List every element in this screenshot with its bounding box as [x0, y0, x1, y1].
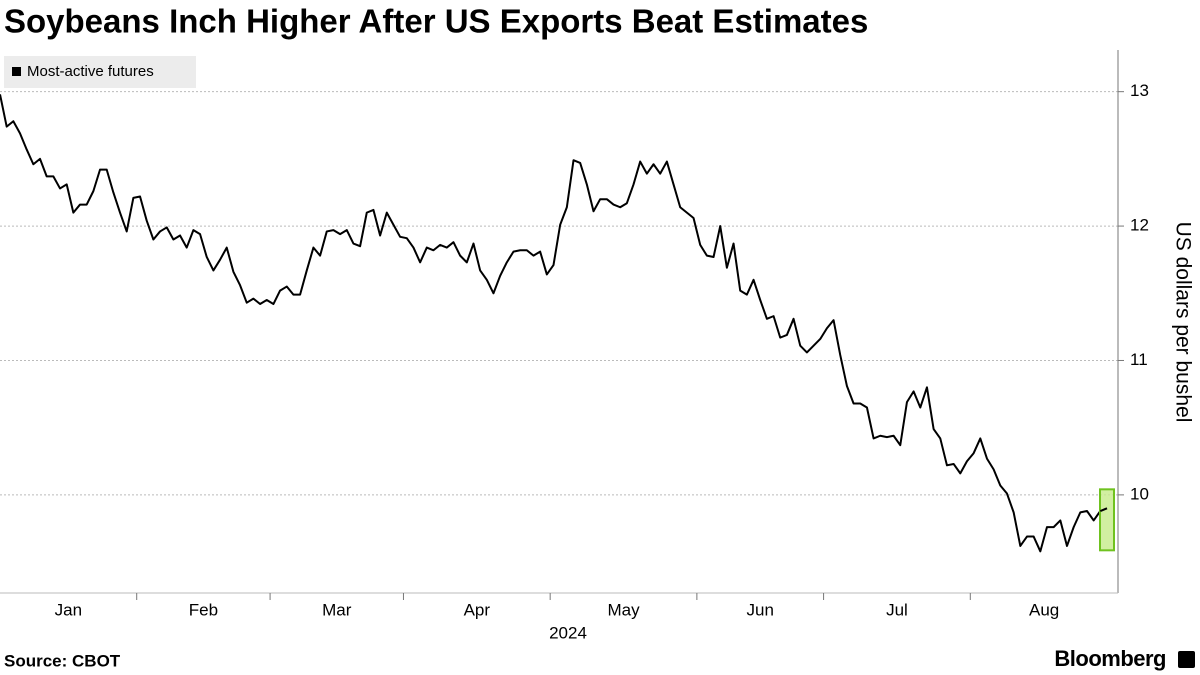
y-tick-label: 12 — [1130, 216, 1149, 235]
x-tick-label: Jun — [747, 600, 774, 619]
brand-icon — [1178, 651, 1195, 668]
legend-label: Most-active futures — [27, 63, 154, 80]
brand: Bloomberg — [1054, 646, 1166, 671]
x-tick-label: Jul — [886, 600, 908, 619]
x-tick-label: Mar — [322, 600, 352, 619]
legend-swatch — [12, 67, 21, 76]
x-tick-label: May — [607, 600, 640, 619]
x-tick-label: Aug — [1029, 600, 1059, 619]
y-tick-label: 11 — [1130, 350, 1148, 369]
x-tick-label: Feb — [189, 600, 218, 619]
source: Source: CBOT — [4, 651, 121, 670]
price-line — [0, 94, 1108, 553]
x-tick-label: Jan — [55, 600, 82, 619]
legend-box — [4, 56, 196, 88]
x-tick-label: Apr — [464, 600, 491, 619]
latest-segment — [1099, 507, 1108, 512]
y-axis-label: US dollars per bushel — [1171, 222, 1194, 423]
y-tick-label: 10 — [1130, 484, 1149, 503]
y-tick-label: 13 — [1130, 81, 1149, 100]
latest-highlight — [1099, 488, 1115, 552]
chart-title: Soybeans Inch Higher After US Exports Be… — [4, 3, 868, 40]
x-axis-label: 2024 — [549, 623, 587, 642]
